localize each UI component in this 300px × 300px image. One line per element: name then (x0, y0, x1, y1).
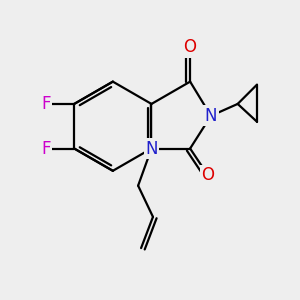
Text: O: O (184, 38, 196, 56)
Text: F: F (41, 140, 51, 158)
Text: F: F (41, 95, 51, 113)
Text: N: N (205, 107, 217, 125)
Text: N: N (145, 140, 158, 158)
Text: O: O (202, 166, 214, 184)
